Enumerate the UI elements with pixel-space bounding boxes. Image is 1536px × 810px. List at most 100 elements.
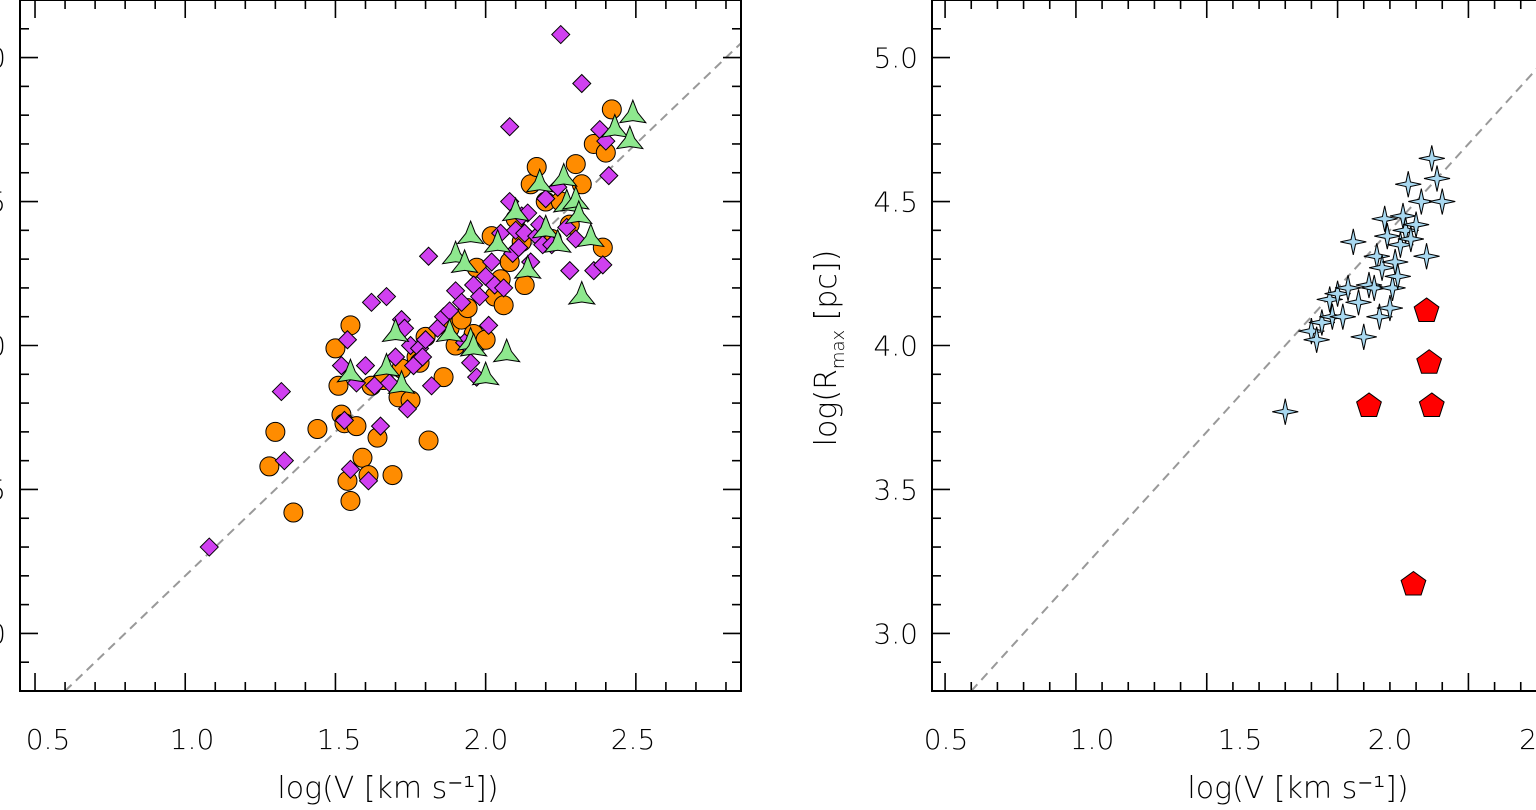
point-star xyxy=(1334,274,1362,302)
point-triangle xyxy=(564,199,593,225)
point-triangle xyxy=(336,357,365,383)
point-star xyxy=(1374,222,1401,250)
x-axis-title: log(V [km s⁻¹]) xyxy=(277,771,498,806)
point-star xyxy=(1384,263,1411,290)
point-circle xyxy=(325,338,346,359)
point-star xyxy=(1382,248,1409,276)
y-tick-label: 3.0 xyxy=(873,617,918,650)
point-diamond xyxy=(469,286,490,307)
point-diamond xyxy=(551,24,571,45)
point-diamond xyxy=(370,416,391,436)
point-diamond xyxy=(355,355,376,376)
markers xyxy=(199,24,648,557)
point-diamond xyxy=(385,347,406,367)
point-circle xyxy=(265,421,286,442)
point-star xyxy=(1413,243,1440,270)
point-triangle xyxy=(543,228,572,253)
point-star xyxy=(1429,188,1456,215)
point-triangle xyxy=(549,162,578,187)
x-tick-label: 2 xyxy=(1519,723,1536,756)
point-diamond xyxy=(536,188,556,209)
point-star xyxy=(1418,145,1445,172)
point-triangle xyxy=(372,352,401,377)
left-panel: 0.5 1.0 1.5 2.0 2.5 0 5 0 5 0 log(V [km s⁻¹]) xyxy=(0,0,742,806)
point-diamond xyxy=(274,450,295,471)
point-triangle xyxy=(618,98,648,124)
point-diamond xyxy=(361,292,382,313)
reference-line xyxy=(970,68,1536,691)
x-tick-label: 1.5 xyxy=(1218,723,1263,756)
point-triangle xyxy=(459,331,488,357)
point-pentagon xyxy=(1413,297,1440,322)
point-circle xyxy=(514,275,535,296)
y-tick-label: 3.5 xyxy=(873,473,918,506)
point-circle xyxy=(340,490,361,511)
point-diamond xyxy=(418,246,439,266)
point-triangle xyxy=(513,254,542,279)
point-triangle xyxy=(576,222,605,248)
point-diamond xyxy=(337,330,358,350)
point-diamond xyxy=(199,537,219,557)
point-star xyxy=(1397,225,1424,253)
point-star xyxy=(1376,294,1404,322)
point-diamond xyxy=(376,286,397,307)
point-triangle xyxy=(615,124,645,150)
point-triangle xyxy=(600,113,630,138)
point-diamond xyxy=(421,376,442,396)
point-circle xyxy=(601,99,622,120)
y-tick-label: 5.0 xyxy=(873,42,918,75)
point-diamond xyxy=(508,237,529,258)
point-triangle xyxy=(387,369,416,394)
point-star xyxy=(1395,171,1422,198)
point-diamond xyxy=(499,116,520,137)
point-circle xyxy=(565,154,586,175)
point-star xyxy=(1371,205,1398,232)
point-star xyxy=(1308,309,1335,336)
point-diamond xyxy=(340,459,361,480)
point-diamond xyxy=(481,252,502,272)
point-star xyxy=(1408,188,1435,215)
point-diamond xyxy=(415,330,436,350)
point-triangle xyxy=(567,280,596,305)
x-tick-label: 0.5 xyxy=(924,723,969,756)
point-diamond xyxy=(596,131,616,151)
point-pentagon xyxy=(1400,570,1427,596)
point-circle xyxy=(259,456,280,477)
point-diamond xyxy=(593,255,613,275)
point-diamond xyxy=(271,381,292,402)
point-star xyxy=(1329,303,1356,330)
point-star xyxy=(1340,228,1367,255)
point-circle xyxy=(382,465,403,486)
point-triangle xyxy=(450,248,479,274)
point-circle xyxy=(418,430,439,451)
point-triangle xyxy=(531,213,560,239)
point-star xyxy=(1303,326,1330,353)
x-tick-label: 2.0 xyxy=(464,723,509,756)
point-diamond xyxy=(358,471,379,491)
x-tick-label: 1.0 xyxy=(170,723,215,756)
point-pentagon xyxy=(1416,349,1443,374)
point-triangle xyxy=(525,167,554,193)
point-diamond xyxy=(493,278,514,298)
point-diamond xyxy=(412,347,433,367)
point-star xyxy=(1324,280,1351,307)
point-circle xyxy=(352,447,373,468)
point-diamond xyxy=(599,165,619,186)
y-axis-title: log(Rmax [pc]) xyxy=(809,250,849,447)
y-tick-label: 0 xyxy=(0,617,6,650)
y-tick-label: 4.0 xyxy=(873,330,918,363)
y-tick-label: 0 xyxy=(0,330,6,363)
x-tick-label: 1.0 xyxy=(1070,723,1115,756)
point-circle xyxy=(307,418,328,439)
x-tick-label: 0.5 xyxy=(26,723,71,756)
x-axis-title: log(V [km s⁻¹]) xyxy=(1187,771,1408,806)
point-star xyxy=(1368,254,1396,281)
point-star xyxy=(1361,274,1388,302)
point-diamond xyxy=(460,353,481,373)
point-pentagon xyxy=(1356,392,1382,417)
point-diamond xyxy=(451,292,472,313)
point-triangle xyxy=(483,228,512,253)
point-circle xyxy=(493,295,514,316)
